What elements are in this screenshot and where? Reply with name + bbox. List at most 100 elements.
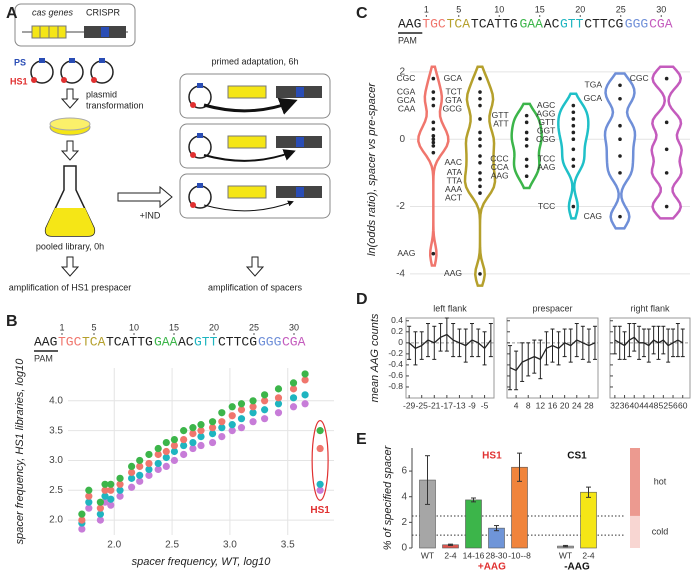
point-label: AAG — [444, 268, 462, 278]
annotation: HS1 — [310, 505, 330, 516]
point — [571, 164, 576, 168]
y-tick-label: 3.0 — [49, 455, 63, 466]
x-tick-label: 4 — [514, 400, 519, 410]
hs1-site — [190, 102, 196, 108]
point — [261, 391, 269, 399]
point-label: CGA — [397, 86, 416, 96]
adaptation-box — [179, 73, 331, 119]
y-axis-label: % of specified spacer — [382, 444, 394, 550]
point — [478, 144, 482, 148]
x-tick-label: 2.5 — [165, 540, 179, 551]
sequence-segment: GGG — [625, 16, 648, 31]
sequence-segment: TGC — [58, 334, 82, 349]
point — [154, 459, 162, 468]
point — [289, 385, 298, 393]
point — [180, 450, 188, 459]
point — [154, 444, 162, 453]
point — [431, 134, 436, 138]
point — [664, 76, 669, 81]
point-label: GCA — [584, 93, 603, 103]
point — [301, 391, 309, 399]
point-label: TTA — [447, 176, 463, 186]
point-label: CCC — [490, 154, 508, 164]
point — [128, 474, 136, 482]
point — [208, 418, 217, 426]
point — [107, 495, 115, 503]
point — [289, 403, 298, 411]
x-tick-label: 60 — [678, 400, 688, 410]
point — [478, 171, 482, 175]
spacer — [296, 187, 304, 197]
point — [154, 450, 162, 459]
position-label: 20 — [575, 4, 585, 14]
point — [228, 427, 236, 435]
point-label: TCC — [538, 201, 555, 211]
point — [170, 441, 178, 450]
spacer-amplification-label: amplification of spacers — [208, 282, 303, 292]
sequence-segment: AC — [178, 334, 194, 349]
x-tick-label: 2-4 — [444, 550, 457, 560]
point — [664, 171, 669, 175]
point — [208, 430, 217, 438]
point — [618, 123, 622, 128]
adaptation-box — [179, 173, 331, 219]
point-label: GCA — [397, 95, 416, 105]
point — [301, 400, 309, 408]
x-tick-label: 56 — [668, 400, 678, 410]
point — [289, 394, 298, 402]
point — [316, 486, 324, 494]
point — [478, 130, 482, 135]
point — [524, 174, 529, 179]
point-label: GTT — [492, 110, 509, 120]
point — [136, 462, 144, 471]
point — [261, 406, 269, 414]
point — [237, 415, 246, 423]
point — [136, 471, 144, 479]
hs1-site — [31, 77, 37, 83]
point — [128, 462, 136, 471]
x-tick-label: -10--8 — [508, 550, 531, 560]
point — [237, 400, 246, 408]
point-label: AAG — [397, 248, 415, 258]
y-axis-label: mean AAG counts — [369, 313, 381, 402]
cas-genes — [227, 185, 267, 199]
group-label: HS1 — [482, 451, 502, 462]
point — [189, 444, 197, 453]
y-axis-label: spacer frequency, HS1 libraries, log10 — [14, 358, 26, 545]
x-tick-label: 20 — [560, 400, 570, 410]
x-tick-label: 28 — [584, 400, 594, 410]
point-label: CGG — [536, 134, 555, 144]
point-label: CCA — [491, 162, 509, 172]
position-label: 5 — [456, 4, 461, 14]
x-tick-label: -17 — [441, 400, 454, 410]
x-tick-label: 32 — [610, 400, 620, 410]
panel-title: prespacer — [532, 303, 572, 313]
spacer — [296, 87, 304, 97]
position-label: 1 — [424, 4, 429, 14]
transformation-label: plasmid — [86, 89, 117, 99]
point-label: GGT — [537, 125, 555, 135]
point — [571, 110, 576, 115]
y-tick-label: 3.5 — [49, 425, 63, 436]
y-tick-label: 4 — [401, 491, 407, 502]
point-label: GCG — [443, 103, 462, 113]
protospacer — [197, 183, 203, 188]
point — [116, 486, 124, 494]
panel-label: A — [6, 5, 18, 22]
x-tick-label: 16 — [548, 400, 558, 410]
panel-frame — [405, 317, 495, 399]
sequence-segment: GAA — [520, 16, 544, 31]
x-tick-label: 14-16 — [463, 550, 485, 560]
y-tick-label: 0.4 — [391, 315, 403, 325]
violin — [603, 72, 637, 230]
arrow — [117, 185, 173, 209]
point — [274, 400, 283, 408]
point — [301, 376, 309, 384]
point — [101, 492, 109, 500]
y-tick-label: -2 — [396, 201, 405, 212]
point — [107, 480, 115, 488]
sequence-segment: TCA — [447, 16, 471, 31]
point-label: CAG — [584, 211, 602, 221]
point — [96, 498, 104, 506]
arrow — [60, 140, 80, 161]
